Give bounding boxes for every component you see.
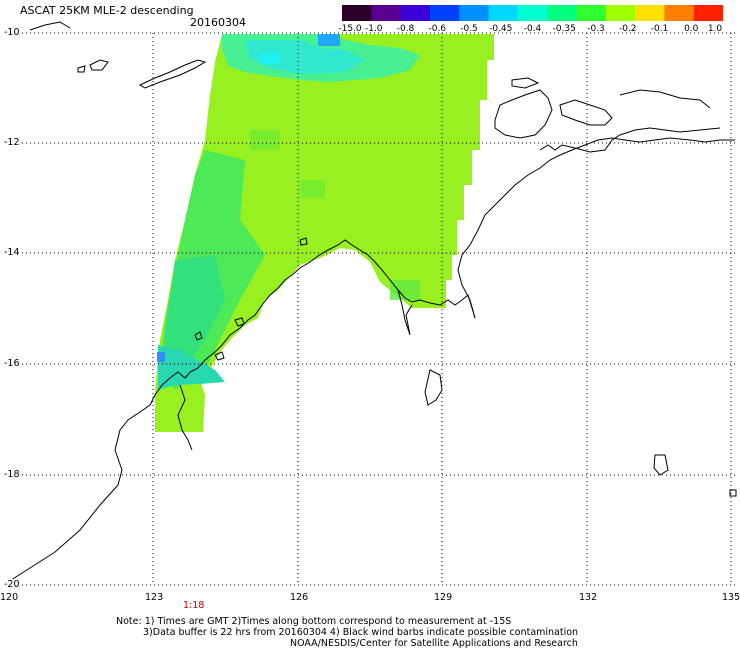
color-scale-swatch (517, 5, 548, 21)
color-scale-label: -0.6 (428, 24, 447, 34)
color-scale-swatch (371, 5, 402, 21)
wind-data-swath (155, 34, 494, 432)
note-line-2: 3)Data buffer is 22 hrs from 20160304 4)… (143, 627, 579, 638)
map-title: ASCAT 25KM MLE-2 descending (20, 4, 194, 17)
low-value-pixel (157, 352, 165, 362)
color-scale-label: 0.0 (684, 24, 699, 34)
map-date: 20160304 (190, 16, 246, 29)
lon-label: 126 (290, 592, 309, 603)
lat-label: -20 (4, 579, 20, 590)
graticule (10, 32, 736, 586)
color-scale-swatch (664, 5, 695, 21)
lat-label: -16 (4, 358, 20, 369)
color-scale-label: -0.4 (523, 24, 542, 34)
color-scale-label: -0.5 (460, 24, 478, 34)
coastline (7, 21, 737, 583)
color-scale-label: -0.2 (618, 24, 637, 34)
color-scale-label: 1.0 (707, 24, 723, 34)
lon-label: 135 (722, 592, 740, 603)
color-scale-label: -0.1 (650, 24, 669, 34)
lon-label: 129 (434, 592, 453, 603)
pass-time-label: 1:18 (183, 600, 205, 611)
color-scale-label: -0.35 (552, 24, 576, 34)
color-scale-bar (342, 5, 723, 21)
color-scale-swatch (459, 5, 490, 21)
color-scale-swatch (576, 5, 607, 21)
lon-label: 132 (579, 592, 598, 603)
color-scale-labels: -15.0 -1.0 -0.8 -0.6 -0.5 -0.45 -0.4 -0.35 -0.3 -… (338, 24, 723, 36)
color-scale-swatch (488, 5, 519, 21)
color-scale-swatch (547, 5, 577, 21)
color-scale-swatch (400, 5, 431, 21)
lat-label: -10 (4, 27, 20, 38)
color-scale-label: -0.3 (587, 24, 605, 34)
color-scale-label: -0.45 (489, 24, 513, 34)
color-scale-swatch (342, 5, 372, 21)
lat-label: -12 (4, 137, 20, 148)
note-line-1: Note: 1) Times are GMT 2)Times along bot… (116, 616, 512, 627)
color-scale-label: -0.8 (396, 24, 415, 34)
color-scale-swatch (635, 5, 665, 21)
color-scale-label: -15.0 (338, 24, 362, 34)
color-scale-swatch (429, 5, 460, 21)
lon-label: 123 (145, 592, 164, 603)
lat-label: -14 (4, 247, 20, 258)
color-scale-label: -1.0 (364, 24, 383, 34)
lon-label: 120 (0, 592, 19, 603)
note-line-3: NOAA/NESDIS/Center for Satellite Applica… (290, 638, 578, 649)
color-scale-swatch (605, 5, 636, 21)
lat-label: -18 (4, 469, 20, 480)
color-scale-swatch (693, 5, 723, 21)
